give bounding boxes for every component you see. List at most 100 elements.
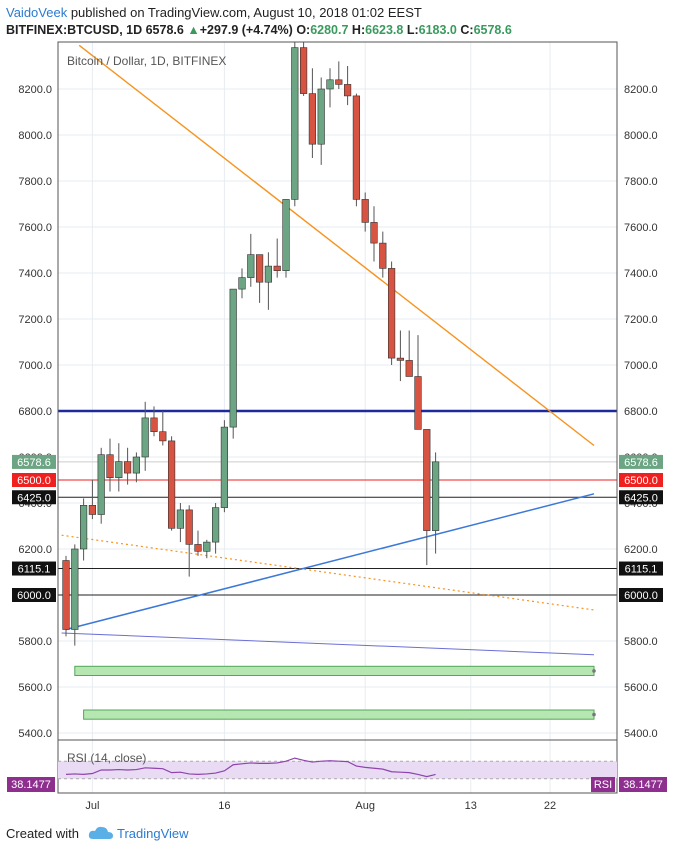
candle-down bbox=[343, 84, 352, 97]
y-tick-right: 7600.0 bbox=[624, 222, 658, 234]
trend-line-blue-thin-down bbox=[61, 632, 595, 656]
y-tick-left: 8000.0 bbox=[18, 130, 52, 142]
rsi-tag-name-text: RSI bbox=[594, 779, 612, 791]
x-tick-label: Aug bbox=[355, 800, 375, 812]
candle-down bbox=[106, 454, 114, 479]
x-tick-label: 16 bbox=[218, 800, 230, 812]
candle-down bbox=[62, 560, 70, 630]
candle-up bbox=[212, 507, 220, 543]
candle-up bbox=[115, 461, 123, 479]
candle-up bbox=[326, 79, 334, 90]
y-tick-left: 7400.0 bbox=[18, 268, 52, 280]
zone-handle bbox=[592, 669, 596, 673]
last-price: 6578.6 bbox=[145, 23, 184, 37]
y-tick-left: 5600.0 bbox=[18, 682, 52, 694]
y-tick-left: 5400.0 bbox=[18, 728, 52, 740]
candle-up bbox=[220, 426, 229, 508]
candle-down bbox=[255, 254, 264, 283]
rsi-label: RSI (14, close) bbox=[67, 751, 146, 765]
price-tag-left bbox=[12, 490, 56, 505]
author-link[interactable]: VaidoVeek bbox=[6, 5, 68, 20]
x-tick-label: 22 bbox=[544, 800, 556, 812]
y-tick-right: 5600.0 bbox=[624, 682, 658, 694]
y-tick-right: 5800.0 bbox=[624, 636, 658, 648]
change-value: +297.9 (+4.74%) bbox=[199, 23, 293, 37]
trend-line-orange-dotted bbox=[61, 534, 595, 611]
published-text: published on TradingView.com, August 10,… bbox=[70, 5, 422, 20]
open-label: O: bbox=[296, 23, 311, 37]
rsi-tag-name bbox=[591, 777, 615, 792]
y-tick-left: 5800.0 bbox=[18, 636, 52, 648]
candle-down bbox=[361, 199, 369, 223]
candle-down bbox=[88, 504, 96, 515]
candle-up bbox=[282, 199, 290, 271]
x-tick-label: Jul bbox=[85, 800, 99, 812]
footer: Created with TradingView bbox=[0, 822, 676, 850]
tradingview-cloud-icon bbox=[88, 825, 114, 846]
rsi-tag-right bbox=[619, 777, 667, 792]
candle-down bbox=[352, 95, 361, 200]
price-tag-right-text: 6000.0 bbox=[624, 590, 658, 602]
y-tick-right: 6800.0 bbox=[624, 406, 658, 418]
price-tag-left bbox=[12, 588, 56, 602]
y-tick-left: 7000.0 bbox=[18, 360, 52, 372]
zone-handle bbox=[592, 712, 596, 717]
candle-down bbox=[379, 242, 387, 269]
y-tick-left: 8200.0 bbox=[18, 84, 52, 96]
candle-down bbox=[150, 417, 158, 432]
candle-down bbox=[370, 222, 378, 244]
price-tag-left-text: 6000.0 bbox=[17, 590, 51, 602]
support-zones bbox=[74, 665, 596, 720]
rsi-tag-left bbox=[7, 777, 55, 792]
price-tag-left-text: 6500.0 bbox=[17, 475, 51, 487]
up-arrow-icon: ▲ bbox=[187, 23, 200, 37]
chart-title: Bitcoin / Dollar, 1D, BITFINEX bbox=[67, 54, 226, 68]
y-tick-left: 7200.0 bbox=[18, 314, 52, 326]
y-tick-right: 7200.0 bbox=[624, 314, 658, 326]
candle-down bbox=[159, 431, 167, 442]
ohlc-line: BITFINEX:BTCUSD, 1D 6578.6 ▲+297.9 (+4.7… bbox=[6, 23, 512, 37]
price-tag-right-text: 6500.0 bbox=[624, 475, 658, 487]
price-tag-right-text: 6425.0 bbox=[624, 492, 658, 504]
candle-up bbox=[264, 265, 273, 283]
symbol-label: BITFINEX:BTCUSD, 1D bbox=[6, 23, 143, 37]
rsi-series-line bbox=[65, 757, 436, 778]
candle-up bbox=[431, 461, 440, 531]
close-value: 6578.6 bbox=[473, 23, 512, 37]
created-with-text: Created with bbox=[6, 826, 79, 841]
rsi-pane bbox=[58, 757, 617, 780]
open-value: 6280.7 bbox=[310, 23, 349, 37]
candle-down bbox=[405, 360, 413, 377]
candle-down bbox=[387, 268, 396, 359]
candles bbox=[62, 42, 440, 646]
horizontal-levels bbox=[58, 409, 617, 596]
rsi-tag-left-text: 38.1477 bbox=[11, 779, 51, 791]
price-tag-right bbox=[619, 473, 663, 487]
candle-down bbox=[335, 79, 343, 85]
candle-up bbox=[141, 417, 149, 458]
y-tick-left: 6200.0 bbox=[18, 544, 52, 556]
close-label: C: bbox=[460, 23, 474, 37]
tradingview-link[interactable]: TradingView bbox=[117, 826, 189, 841]
price-tag-right bbox=[619, 561, 663, 576]
x-tick-label: 13 bbox=[465, 800, 477, 812]
publish-line: VaidoVeek published on TradingView.com, … bbox=[6, 5, 422, 20]
trend-lines bbox=[61, 44, 595, 656]
candle-up bbox=[71, 548, 79, 630]
candle-up bbox=[176, 509, 185, 529]
price-tag-left-text: 6115.1 bbox=[18, 564, 51, 576]
grid bbox=[58, 42, 617, 793]
axes: 8200.0 8200.0 8000.0 8000.0 7800.0 7800.0 7600… bbox=[18, 41, 658, 812]
price-tag-left bbox=[12, 454, 56, 469]
y-tick-left: 7600.0 bbox=[18, 222, 52, 234]
high-label: H: bbox=[351, 23, 366, 37]
candle-up bbox=[97, 454, 105, 515]
plot-frame bbox=[57, 41, 618, 794]
candle-down bbox=[194, 544, 202, 552]
y-tick-right: 5400.0 bbox=[624, 728, 658, 740]
y-tick-right: 7800.0 bbox=[624, 176, 658, 188]
candle-down bbox=[423, 429, 431, 531]
price-tag-left-text: 6425.0 bbox=[17, 492, 51, 504]
candle-down bbox=[414, 376, 422, 430]
